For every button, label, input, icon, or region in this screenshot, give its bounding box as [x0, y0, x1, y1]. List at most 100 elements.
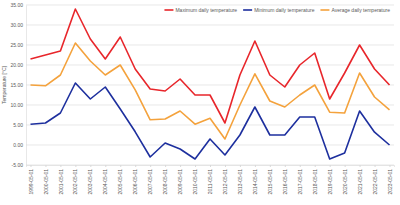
x-tick: 2006-05-01 — [132, 165, 138, 195]
y-tick: 15.00 — [10, 82, 26, 88]
series-line — [30, 83, 389, 159]
x-tick-label: 2021-05-01 — [357, 169, 363, 195]
x-tick-label: 2007-05-01 — [147, 169, 153, 195]
x-tick-label: 2001-05-01 — [58, 169, 64, 195]
x-tick-mark — [120, 165, 121, 167]
x-tick-mark — [225, 165, 226, 167]
x-tick: 2008-05-01 — [162, 165, 168, 195]
x-tick-mark — [255, 165, 256, 167]
x-tick-label: 2018-05-01 — [312, 169, 318, 195]
series-line — [30, 9, 389, 123]
legend-label: Average daily temperature — [331, 7, 390, 13]
x-tick-mark — [285, 165, 286, 167]
x-tick-label: 2014-05-01 — [252, 169, 258, 195]
x-tick: 2016-05-01 — [282, 165, 288, 195]
x-tick-mark — [105, 165, 106, 167]
x-tick: 2011-05-01 — [207, 165, 213, 194]
x-tick: 2002-05-01 — [72, 165, 78, 195]
legend-label: Minimum daily temperature — [254, 7, 315, 13]
x-tick-mark — [30, 165, 31, 167]
grid-line — [26, 45, 394, 46]
x-tick-mark — [315, 165, 316, 167]
legend-item: Average daily temperature — [320, 7, 390, 13]
x-tick-label: 2019-05-01 — [327, 169, 333, 195]
x-tick-label: 2023-05-01 — [387, 169, 393, 195]
x-tick-mark — [165, 165, 166, 167]
grid-line — [26, 105, 394, 106]
x-axis: 1999-05-01 2000-05-01 2001-05-01 2002-05-01… — [27, 165, 395, 195]
x-tick-label: 2012-05-01 — [222, 169, 228, 195]
y-tick: -5.00 — [12, 162, 26, 168]
x-tick-mark — [195, 165, 196, 167]
x-tick-label: 1999-05-01 — [28, 169, 34, 195]
x-tick-label: 2011-05-01 — [207, 169, 213, 194]
x-tick: 1999-05-01 — [28, 165, 34, 195]
y-tick-label: 35.00 — [10, 2, 23, 8]
legend-swatch — [164, 9, 173, 11]
x-tick-label: 2017-05-01 — [297, 169, 303, 195]
y-tick: 20.00 — [10, 62, 26, 68]
x-tick-mark — [270, 165, 271, 167]
y-tick-label: 15.00 — [10, 82, 23, 88]
x-tick-mark — [390, 165, 391, 167]
legend-item: Maximum daily temperature — [164, 7, 237, 13]
y-axis-title: Temperature [°C] — [1, 65, 7, 103]
x-tick-mark — [345, 165, 346, 167]
y-tick: 35.00 — [10, 2, 26, 8]
x-tick: 2012-05-01 — [222, 165, 228, 195]
x-tick-mark — [60, 165, 61, 167]
y-tick-label: 0.00 — [13, 142, 23, 148]
x-tick-label: 2003-05-01 — [87, 169, 93, 195]
x-tick-label: 2015-05-01 — [267, 169, 273, 195]
x-tick-mark — [75, 165, 76, 167]
y-tick-label: 30.00 — [10, 22, 23, 28]
x-tick-label: 2013-05-01 — [237, 169, 243, 195]
x-tick: 2023-05-01 — [387, 165, 393, 195]
y-tick-label: 10.00 — [10, 102, 23, 108]
legend-label: Maximum daily temperature — [175, 7, 237, 13]
x-tick-mark — [240, 165, 241, 167]
legend-item: Minimum daily temperature — [243, 7, 315, 13]
y-tick-label: 5.00 — [13, 122, 23, 128]
x-tick-mark — [90, 165, 91, 167]
y-axis-line — [26, 6, 27, 166]
x-tick-label: 2016-05-01 — [282, 169, 288, 195]
x-tick-mark — [375, 165, 376, 167]
x-tick-mark — [330, 165, 331, 167]
x-tick-mark — [300, 165, 301, 167]
x-tick: 2000-05-01 — [43, 165, 49, 195]
x-tick: 2004-05-01 — [102, 165, 108, 195]
y-tick: 25.00 — [10, 42, 26, 48]
x-tick: 2020-05-01 — [342, 165, 348, 195]
x-tick: 2014-05-01 — [252, 165, 258, 195]
y-axis: -5.00 0.00 5.00 10.00 15.00 20.00 25.00 30.00 35… — [10, 2, 26, 168]
x-tick: 2017-05-01 — [297, 165, 303, 195]
x-tick-label: 2009-05-01 — [177, 169, 183, 195]
legend-swatch — [320, 9, 329, 11]
x-tick-label: 2004-05-01 — [102, 169, 108, 195]
legend-swatch — [243, 9, 252, 11]
x-tick: 2003-05-01 — [87, 165, 93, 195]
x-tick-mark — [210, 165, 211, 167]
x-tick: 2019-05-01 — [327, 165, 333, 195]
x-tick-label: 2000-05-01 — [43, 169, 49, 195]
x-tick-mark — [135, 165, 136, 167]
x-tick: 2022-05-01 — [372, 165, 378, 195]
y-tick: 5.00 — [13, 122, 26, 128]
y-tick: 0.00 — [13, 142, 26, 148]
x-tick-label: 2020-05-01 — [342, 169, 348, 195]
grid-line — [26, 25, 394, 26]
x-tick-mark — [45, 165, 46, 167]
x-tick: 2010-05-01 — [192, 165, 198, 195]
x-axis-line — [27, 166, 395, 168]
y-tick-label: 20.00 — [10, 62, 23, 68]
x-tick: 2001-05-01 — [58, 165, 64, 195]
x-tick-label: 2006-05-01 — [132, 169, 138, 195]
y-tick: 10.00 — [10, 102, 26, 108]
series-line — [30, 43, 389, 139]
x-tick: 2018-05-01 — [312, 165, 318, 195]
grid-line — [26, 65, 394, 66]
plot: -5.00 0.00 5.00 10.00 15.00 20.00 25.00 30.00 35… — [10, 2, 394, 194]
x-tick: 2007-05-01 — [147, 165, 153, 195]
chart: -5.00 0.00 5.00 10.00 15.00 20.00 25.00 30.00 35… — [0, 0, 400, 205]
